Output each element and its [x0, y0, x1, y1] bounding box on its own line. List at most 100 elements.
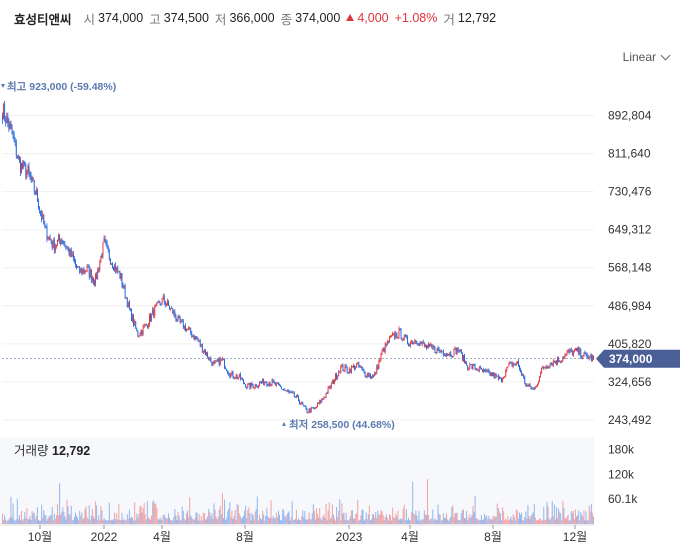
- volume-bar: [229, 502, 231, 524]
- candle-body: [483, 369, 484, 372]
- candle-body: [228, 372, 230, 375]
- candle-body: [201, 344, 203, 352]
- candle-body: [549, 363, 551, 368]
- candle-body: [519, 365, 520, 369]
- stock-name: 효성티앤씨: [14, 12, 72, 27]
- volume-bar: [231, 510, 233, 524]
- volume-bar: [190, 515, 192, 524]
- candle-body: [535, 386, 537, 388]
- volume-bar: [16, 498, 18, 524]
- volume-bar: [82, 519, 84, 524]
- volume-bar: [336, 507, 338, 524]
- volume-bar: [537, 520, 540, 524]
- candle-body: [285, 390, 287, 392]
- candle-body: [137, 330, 139, 337]
- price-markers: 최고 923,000 (-59.48%) 최저 258,500 (44.68%) 3…: [1, 80, 680, 431]
- volume-bar: [343, 512, 345, 524]
- volume-bar: [339, 499, 341, 524]
- scale-dropdown[interactable]: Linear: [623, 50, 671, 64]
- candle-body: [217, 358, 219, 362]
- volume-bar: [206, 518, 208, 524]
- volume-bar: [352, 518, 355, 524]
- volume-bar: [341, 503, 343, 524]
- candle-body: [418, 344, 420, 346]
- candle-body: [135, 321, 137, 329]
- candle-body: [281, 387, 283, 390]
- candle-body: [218, 358, 220, 366]
- candle-body: [463, 355, 464, 361]
- candle-body: [107, 245, 109, 250]
- volume-bar: [531, 514, 533, 524]
- candle-body: [517, 361, 519, 366]
- price-axis: 892,804 811,640 730,476 649,312 568,148 486,9…: [608, 109, 652, 427]
- candle-body: [8, 122, 10, 129]
- candle-body: [496, 375, 498, 377]
- volume-bar: [428, 515, 430, 524]
- volume-bar: [382, 515, 384, 524]
- candle-body: [580, 348, 582, 358]
- candle-body: [566, 351, 568, 354]
- candle-body: [241, 378, 242, 380]
- candle-body: [551, 363, 553, 366]
- volume-bar: [515, 509, 517, 524]
- candle-body: [139, 334, 141, 336]
- candle-body: [400, 329, 402, 339]
- candle-body: [262, 378, 264, 383]
- candle-body: [113, 267, 114, 271]
- candle-body: [204, 350, 205, 352]
- volume-bar: [248, 507, 250, 524]
- volume-bar: [591, 512, 593, 524]
- x-tick-label: 4월: [401, 530, 419, 544]
- volume-bar: [546, 501, 548, 524]
- volume-bar: [585, 511, 587, 524]
- candle-body: [541, 367, 543, 373]
- candle-body: [79, 266, 81, 273]
- volume-bar: [384, 517, 386, 524]
- volume-bar: [357, 499, 359, 524]
- volume-bar: [184, 520, 186, 524]
- candle-body: [391, 335, 392, 337]
- candle-body: [470, 364, 472, 366]
- volume-bar: [318, 517, 320, 524]
- volume-bar: [42, 517, 44, 524]
- candle-body: [468, 368, 470, 370]
- candle-body: [548, 367, 550, 368]
- volume-bar: [45, 515, 47, 524]
- volume-bar: [310, 519, 312, 524]
- candle-body: [546, 366, 548, 368]
- candle-body: [187, 328, 188, 330]
- quote-header: 효성티앤씨 시 374,000 고 374,500 저 366,000 종 37…: [14, 8, 502, 28]
- volume-bar: [478, 519, 480, 524]
- candle-body: [340, 366, 342, 373]
- volume-bar: [29, 516, 31, 524]
- volume-bar: [251, 513, 253, 524]
- candle-body: [448, 354, 450, 356]
- candle-body: [469, 364, 471, 369]
- volume-bar: [377, 510, 379, 524]
- candle-body: [397, 336, 399, 338]
- volume-bar: [55, 515, 57, 524]
- volume-bar: [576, 516, 578, 524]
- candle-body: [14, 140, 16, 142]
- candle-body: [593, 355, 594, 359]
- candle-body: [591, 355, 593, 361]
- candle-body: [571, 350, 573, 356]
- candle-body: [116, 267, 118, 272]
- candle-body: [173, 311, 175, 314]
- candle-body: [109, 258, 111, 265]
- volume-bar: [490, 518, 492, 524]
- volume-bar: [175, 515, 177, 524]
- volume-bar: [145, 519, 147, 524]
- volume-bar: [224, 499, 226, 524]
- volume-bar: [530, 515, 532, 524]
- volume-bar: [178, 515, 180, 524]
- candle-body: [69, 248, 71, 256]
- volume-bar: [335, 520, 337, 524]
- candle-body: [23, 161, 25, 168]
- volume-bar: [237, 505, 239, 524]
- volume-bar: [557, 518, 559, 524]
- candle-body: [56, 245, 57, 246]
- candle-body: [500, 377, 501, 379]
- candle-body: [184, 325, 186, 332]
